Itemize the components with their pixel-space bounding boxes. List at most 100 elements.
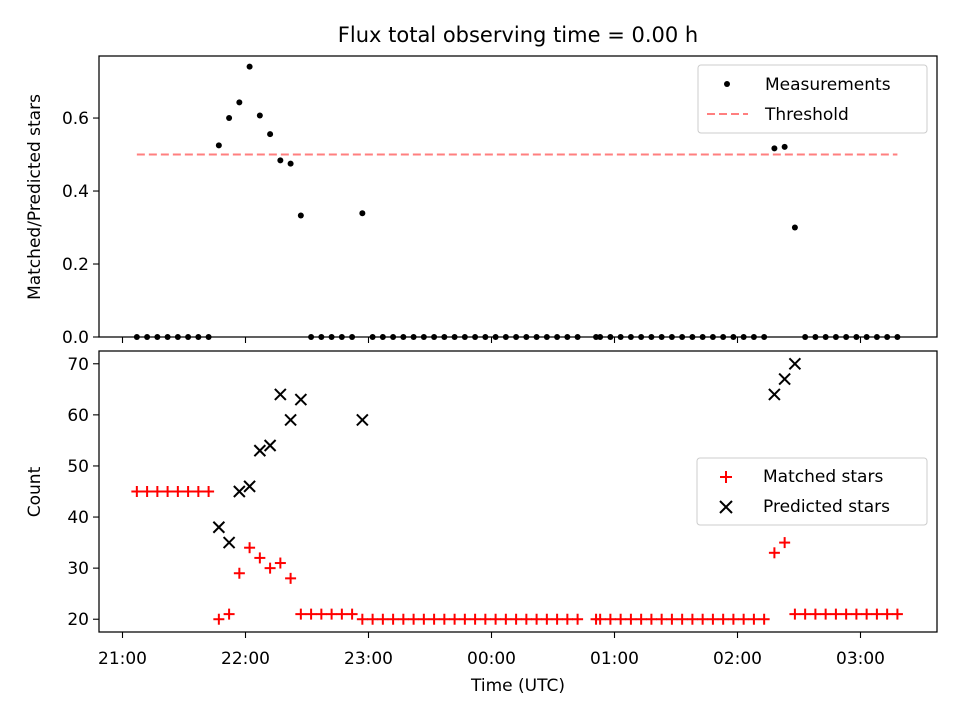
matched-stars-point xyxy=(356,613,368,625)
top-y-tick-label: 0.6 xyxy=(62,109,89,129)
matched-stars-point xyxy=(223,608,235,620)
matched-stars-point xyxy=(162,486,174,497)
matched-stars-point xyxy=(418,613,430,625)
matched-stars-point xyxy=(686,613,698,625)
matched-stars-point xyxy=(656,613,668,625)
chart-title: Flux total observing time = 0.00 h xyxy=(338,23,698,47)
matched-stars-point xyxy=(459,613,471,625)
matched-stars-point xyxy=(551,613,563,625)
predicted-stars-point xyxy=(212,521,226,534)
matched-stars-point xyxy=(809,608,821,620)
x-tick-label: 00:00 xyxy=(467,649,516,669)
matched-stars-point xyxy=(336,608,348,620)
predicted-stars-point xyxy=(274,388,287,401)
matched-stars-point xyxy=(172,486,184,497)
bottom-y-tick-label: 50 xyxy=(67,457,89,477)
matched-stars-point xyxy=(469,613,481,625)
top-legend: Measurements Threshold xyxy=(697,64,928,134)
measurement-point xyxy=(277,157,284,164)
x-tick-label: 22:00 xyxy=(221,649,270,669)
matched-stars-point xyxy=(449,613,461,625)
top-y-ticks: 0.0 0.2 0.4 0.6 xyxy=(62,109,99,348)
predicted-stars-point xyxy=(222,536,236,549)
matched-stars-point xyxy=(615,613,627,625)
matched-stars-point xyxy=(438,613,450,625)
matched-stars-point xyxy=(254,552,266,564)
bottom-y-tick-label: 40 xyxy=(67,508,89,528)
measurement-point xyxy=(246,63,253,70)
matched-stars-point xyxy=(490,613,502,625)
matched-stars-point xyxy=(758,613,770,625)
matched-stars-point xyxy=(604,613,616,625)
matched-stars-point xyxy=(717,613,729,625)
matched-stars-point xyxy=(408,613,420,625)
measurement-point xyxy=(256,112,263,119)
matched-stars-point xyxy=(768,547,780,559)
measurement-point xyxy=(359,210,366,217)
matched-stars-point xyxy=(871,608,883,620)
bottom-y-axis-label: Count xyxy=(25,466,45,517)
measurement-point xyxy=(791,224,798,231)
matched-stars-point xyxy=(326,608,338,620)
predicted-stars-point xyxy=(243,480,256,493)
matched-stars-point xyxy=(274,557,286,569)
matched-stars-point xyxy=(635,613,647,625)
bottom-legend-box xyxy=(696,457,928,526)
matched-stars-point xyxy=(541,613,553,625)
predicted-stars-point xyxy=(233,485,246,498)
matched-stars-point xyxy=(799,608,811,620)
matched-stars-point xyxy=(244,542,256,554)
bottom-plot-marks xyxy=(131,357,903,625)
x-tick-label: 01:00 xyxy=(590,649,639,669)
matched-stars-point xyxy=(881,608,893,620)
bottom-axes-frame xyxy=(98,350,938,633)
matched-stars-point xyxy=(738,613,750,625)
matched-stars-point xyxy=(387,613,399,625)
measurement-point xyxy=(236,99,243,106)
predicted-stars-point xyxy=(284,413,297,427)
measurement-point xyxy=(297,212,304,219)
matched-stars-point xyxy=(820,608,832,620)
top-y-tick-label: 0.2 xyxy=(62,255,89,275)
matched-stars-point xyxy=(676,613,688,625)
matched-stars-point xyxy=(397,613,409,625)
matched-stars-point xyxy=(141,486,153,497)
matched-stars-point xyxy=(891,608,903,620)
x-axis-label: Time (UTC) xyxy=(470,676,565,696)
x-tick-label: 02:00 xyxy=(713,649,762,669)
predicted-stars-point xyxy=(294,393,308,406)
matched-stars-point xyxy=(850,608,862,620)
matched-stars-point xyxy=(428,613,440,625)
bottom-y-tick-label: 60 xyxy=(67,406,89,426)
matched-stars-point xyxy=(645,613,657,625)
matched-stars-point xyxy=(285,572,297,584)
matched-stars-point xyxy=(377,613,389,625)
matched-stars-point xyxy=(500,613,512,625)
top-plot-marks xyxy=(133,63,901,340)
matched-stars-point xyxy=(531,613,543,625)
top-y-axis-label: Matched/Predicted stars xyxy=(25,94,45,300)
legend-matched-label: Matched stars xyxy=(763,467,883,487)
legend-measurements-label: Measurements xyxy=(765,75,891,95)
bottom-y-tick-label: 70 xyxy=(67,355,89,375)
measurement-point xyxy=(771,145,778,152)
matched-stars-point xyxy=(666,613,678,625)
matched-stars-point xyxy=(213,613,225,625)
matched-stars-point xyxy=(572,613,584,625)
top-y-tick-label: 0.4 xyxy=(62,182,89,202)
top-panel: Flux total observing time = 0.00 h Match… xyxy=(25,23,938,348)
legend-predicted-label: Predicted stars xyxy=(763,497,890,517)
matched-stars-point xyxy=(151,486,163,497)
x-tick-label: 03:00 xyxy=(836,649,885,669)
matched-stars-point xyxy=(510,613,522,625)
predicted-stars-point xyxy=(253,444,267,457)
measurement-point xyxy=(267,131,274,138)
measurement-point xyxy=(215,142,222,149)
matched-stars-point xyxy=(707,613,719,625)
legend-threshold-label: Threshold xyxy=(764,105,849,125)
x-tick-label: 23:00 xyxy=(344,649,393,669)
predicted-stars-point xyxy=(768,388,781,401)
measurement-point xyxy=(781,143,788,150)
matched-stars-point xyxy=(295,608,307,620)
matched-stars-point xyxy=(520,613,532,625)
